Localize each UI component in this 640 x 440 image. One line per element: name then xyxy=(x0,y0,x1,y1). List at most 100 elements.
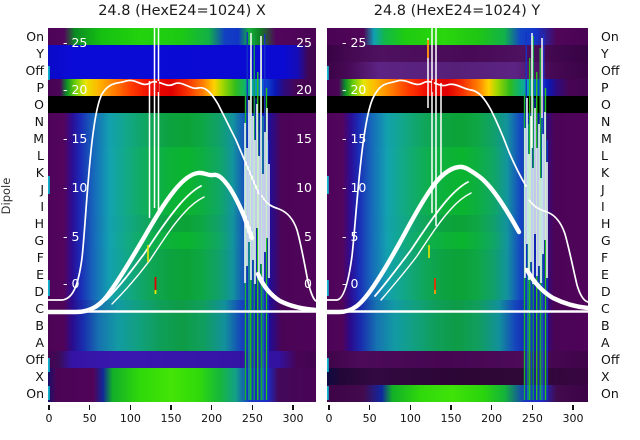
row-label-left-e-14: E xyxy=(36,267,44,282)
row-label-left-n-5: N xyxy=(34,114,44,129)
row-label-right-j-9: J xyxy=(601,182,605,197)
heatmap-row-on-0 xyxy=(327,28,588,45)
heatmap-panel-x: - 25 - 20 - 15 - 10 - 5 - 0 25 20 15 10 5 0 xyxy=(48,28,316,402)
row-label-right-e-14: E xyxy=(601,267,609,282)
inner-tick-label-left: - 15 xyxy=(342,131,367,146)
row-label-right-b-17: B xyxy=(601,318,610,333)
inner-tick-label-right: 25 xyxy=(296,35,312,50)
row-label-right-h-11: H xyxy=(601,216,611,231)
x-tick-y xyxy=(409,405,411,410)
row-label-right-o-4: O xyxy=(601,97,611,112)
x-tick-label-y: 0 xyxy=(325,412,333,425)
heatmap-row-g-12 xyxy=(327,232,588,249)
row-label-right-x-20: X xyxy=(601,369,610,384)
row-label-right-m-6: M xyxy=(601,131,612,146)
row-label-left-i-10: I xyxy=(40,199,44,214)
heatmap-row-y-1 xyxy=(48,45,316,62)
row-label-left-j-9: J xyxy=(40,182,44,197)
row-label-right-l-7: L xyxy=(601,148,608,163)
row-label-left-a-18: A xyxy=(35,335,44,350)
row-label-left-off-2: Off xyxy=(25,63,44,78)
row-label-right-k-8: K xyxy=(601,165,610,180)
row-label-left-on-21: On xyxy=(26,386,44,401)
row-label-left-p-3: P xyxy=(36,80,44,95)
inner-tick-label-left: - 10 xyxy=(63,180,88,195)
x-tick-label-x: 200 xyxy=(201,412,223,425)
inner-tick-label-left: - 25 xyxy=(63,35,88,50)
x-tick-label-x: 300 xyxy=(282,412,304,425)
x-tick-y xyxy=(369,405,371,410)
x-tick-x xyxy=(251,405,253,410)
inner-tick-label-left: - 25 xyxy=(342,35,367,50)
inner-tick-label-left: - 0 xyxy=(342,276,359,291)
x-tick-label-y: 100 xyxy=(399,412,421,425)
row-label-right-d-15: D xyxy=(601,284,611,299)
row-label-left-x-20: X xyxy=(35,369,44,384)
row-label-left-b-17: B xyxy=(35,318,44,333)
row-label-right-off-19: Off xyxy=(601,352,620,367)
row-label-right-a-18: A xyxy=(601,335,610,350)
row-label-right-on-0: On xyxy=(601,29,619,44)
heatmap-row-b-17 xyxy=(327,317,588,334)
x-tick-label-y: 50 xyxy=(362,412,377,425)
inner-tick-label-right: 15 xyxy=(296,131,312,146)
inner-tick-label-right: 20 xyxy=(296,82,312,97)
inner-tick-label-right: 10 xyxy=(296,180,312,195)
row-label-right-off-2: Off xyxy=(601,63,620,78)
x-tick-label-x: 100 xyxy=(119,412,141,425)
heatmap-row-k-8 xyxy=(327,164,588,181)
overlay-curves-y xyxy=(327,28,588,400)
inner-tick-label-left: - 20 xyxy=(63,82,88,97)
row-label-left-g-12: G xyxy=(34,233,44,248)
heatmap-panel-y: - 25 - 20 - 15 - 10 - 5 - 0 xyxy=(327,28,588,402)
x-tick-x xyxy=(170,405,172,410)
row-label-left-off-19: Off xyxy=(25,352,44,367)
row-label-left-y-1: Y xyxy=(36,46,44,61)
heatmap-row-x-20 xyxy=(327,368,588,385)
heatmap-row-on-0 xyxy=(48,28,316,45)
heatmap-row-n-5 xyxy=(327,113,588,130)
row-label-left-on-0: On xyxy=(26,29,44,44)
row-label-right-c-16: C xyxy=(601,301,610,316)
row-label-left-h-11: H xyxy=(34,216,44,231)
x-tick-y xyxy=(572,405,574,410)
heatmap-row-off-2 xyxy=(48,62,316,79)
x-tick-label-x: 250 xyxy=(241,412,263,425)
row-label-left-c-16: C xyxy=(35,301,44,316)
row-label-left-f-13: F xyxy=(36,250,44,265)
inner-tick-label-left: - 5 xyxy=(342,229,359,244)
heatmap-row-on-21 xyxy=(327,385,588,402)
inner-tick-label-left: - 15 xyxy=(63,131,88,146)
x-tick-label-y: 200 xyxy=(481,412,503,425)
x-tick-label-y: 300 xyxy=(562,412,584,425)
inner-tick-label-left: - 10 xyxy=(342,180,367,195)
heatmap-row-off-19 xyxy=(327,351,588,368)
heatmap-row-y-1 xyxy=(327,45,588,62)
x-tick-x xyxy=(129,405,131,410)
row-label-right-n-5: N xyxy=(601,114,611,129)
heatmap-row-h-11 xyxy=(327,215,588,232)
heatmap-row-e-14 xyxy=(327,266,588,283)
row-label-right-on-21: On xyxy=(601,386,619,401)
x-tick-label-y: 150 xyxy=(440,412,462,425)
row-label-right-i-10: I xyxy=(601,199,605,214)
x-tick-y xyxy=(328,405,330,410)
x-tick-label-y: 250 xyxy=(521,412,543,425)
x-tick-y xyxy=(450,405,452,410)
row-label-right-y-1: Y xyxy=(601,46,609,61)
row-label-right-f-13: F xyxy=(601,250,609,265)
inner-tick-label-right: 0 xyxy=(304,276,312,291)
panel-title-y: 24.8 (HexE24=1024) Y xyxy=(373,3,541,19)
inner-tick-label-right: 5 xyxy=(304,229,312,244)
heatmap-row-o-4 xyxy=(327,96,588,113)
heatmap-row-l-7 xyxy=(327,147,588,164)
x-tick-x xyxy=(48,405,50,410)
row-label-right-p-3: P xyxy=(601,80,609,95)
row-label-right-g-12: G xyxy=(601,233,611,248)
heatmap-row-a-18 xyxy=(327,334,588,351)
row-label-left-k-8: K xyxy=(35,165,44,180)
heatmap-row-m-6 xyxy=(327,130,588,147)
heatmap-row-i-10 xyxy=(327,198,588,215)
inner-tick-label-left: - 0 xyxy=(63,276,80,291)
